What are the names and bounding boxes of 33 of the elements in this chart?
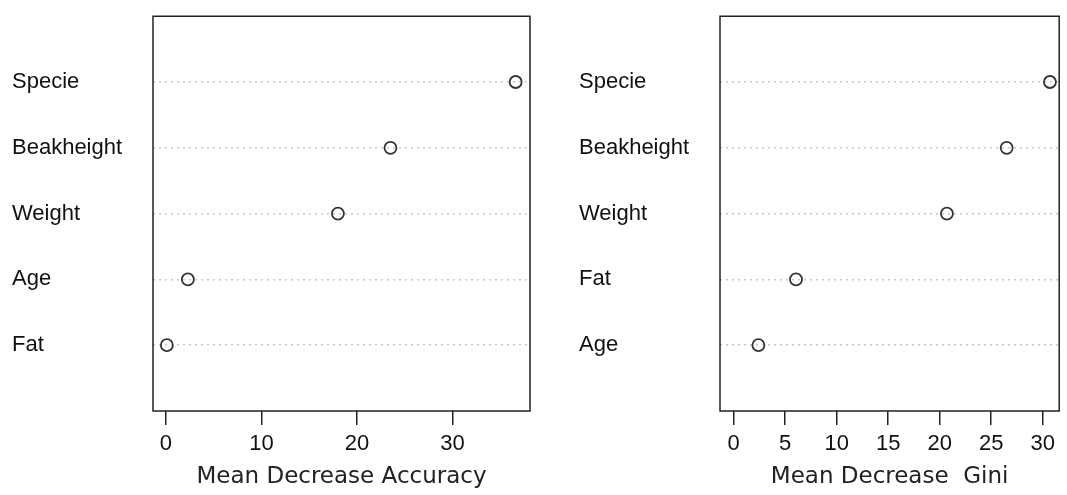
y-tick-label: Specie — [579, 68, 647, 94]
point — [383, 140, 398, 155]
y-tick-label: Beakheight — [12, 133, 123, 159]
x-tick-label: 0 — [159, 430, 173, 456]
x-tick-label: 25 — [978, 430, 1004, 456]
x-tick-label: 20 — [344, 430, 370, 456]
x-tick-label: 30 — [440, 430, 465, 456]
point — [789, 272, 803, 287]
x-tick-label: 30 — [1030, 430, 1055, 456]
y-tick-label: Fat — [579, 265, 611, 291]
point — [999, 140, 1014, 155]
x-tick-label: 0 — [727, 430, 740, 456]
x-tick-label: 10 — [824, 430, 849, 456]
y-tick-label: Weight — [12, 199, 81, 225]
x-tick-label: 5 — [779, 430, 792, 456]
point — [1043, 75, 1057, 89]
x-axis-title: Mean Decrease Accuracy — [196, 462, 487, 489]
y-tick-label: Weight — [579, 199, 648, 225]
point — [180, 272, 195, 287]
y-tick-label: Beakheight — [579, 133, 690, 159]
point — [508, 75, 523, 89]
point — [940, 206, 954, 221]
x-tick-label: 15 — [875, 430, 901, 456]
point — [331, 206, 345, 221]
y-tick-label: Specie — [12, 68, 80, 94]
point — [751, 338, 766, 353]
x-tick-label: 20 — [927, 430, 952, 456]
y-tick-label: Fat — [12, 331, 44, 357]
point — [159, 338, 174, 353]
y-tick-label: Age — [12, 265, 52, 291]
x-tick-label: 10 — [249, 430, 274, 456]
x-axis-title: Mean Decrease Gini — [770, 462, 1009, 489]
y-tick-label: Age — [579, 331, 619, 357]
